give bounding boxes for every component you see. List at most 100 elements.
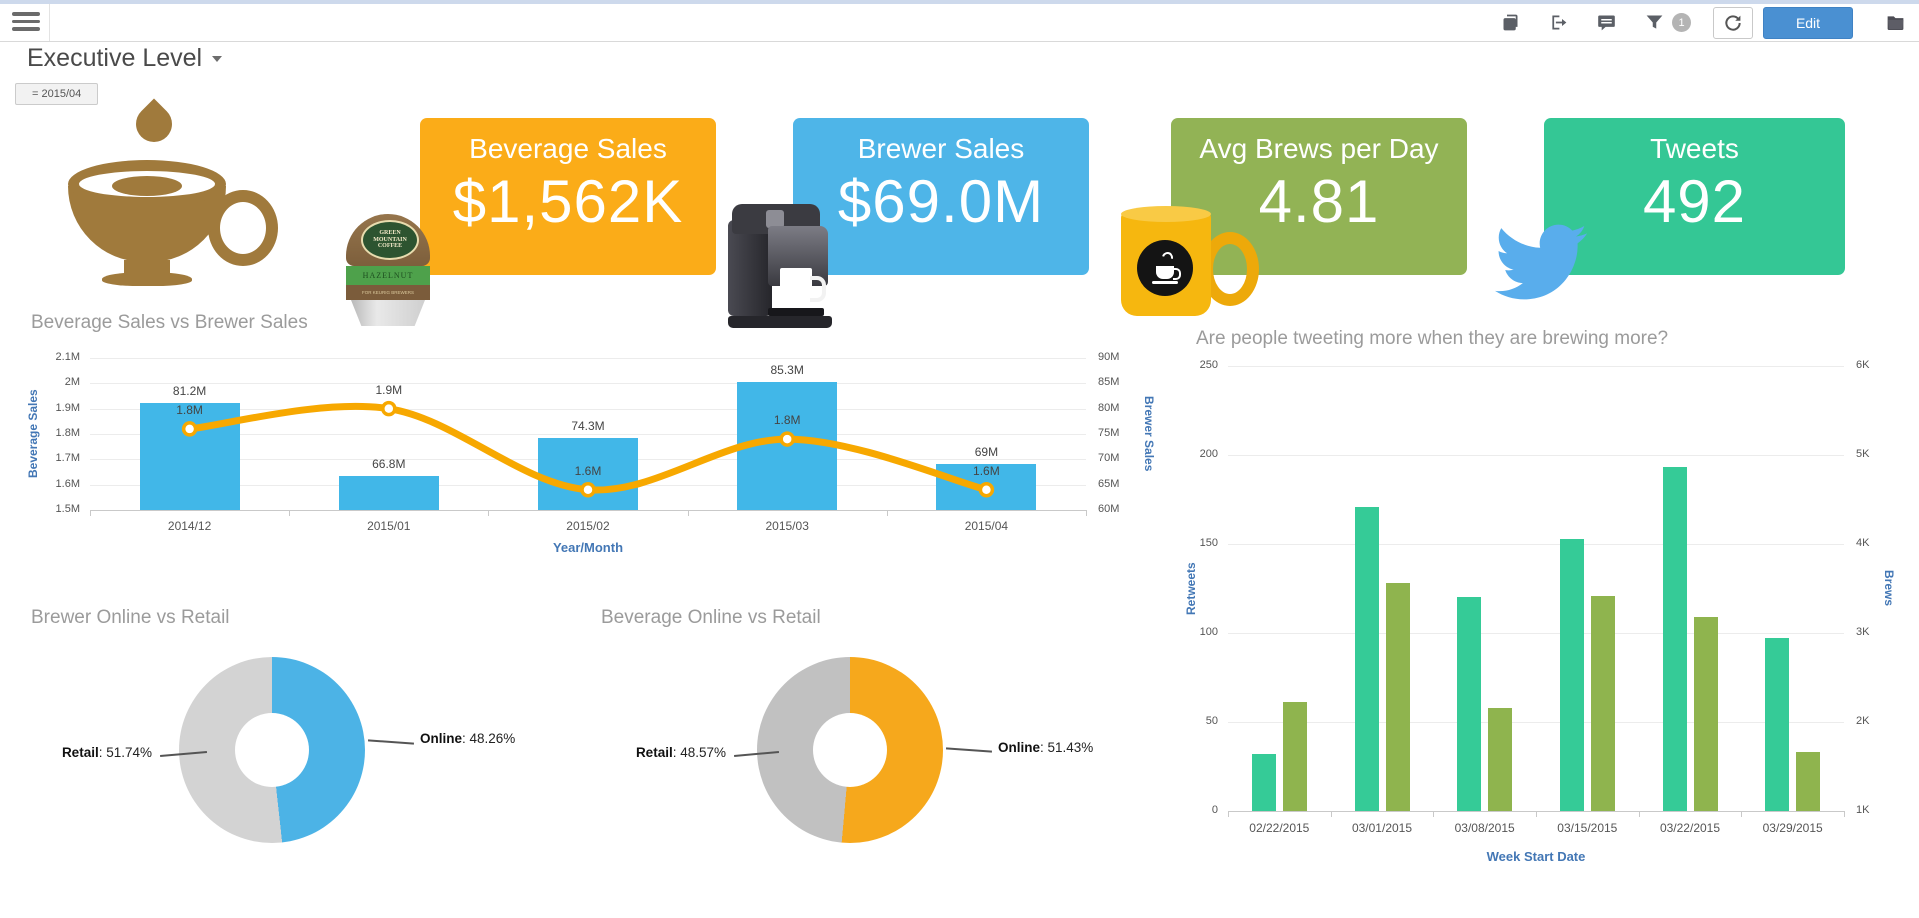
edit-button[interactable]: Edit: [1763, 6, 1853, 39]
x-axis-title: Week Start Date: [1486, 849, 1586, 864]
copy-icon[interactable]: [1498, 11, 1522, 35]
twitter-bird-icon: [1495, 224, 1588, 300]
bar-retweets[interactable]: [1662, 467, 1687, 811]
x-axis-tick: [1536, 811, 1537, 817]
bar-value-label: 74.3M: [571, 418, 605, 433]
bar-brews[interactable]: [1796, 752, 1821, 811]
bar-retweets[interactable]: [1559, 538, 1584, 811]
chart-title: Are people tweeting more when they are b…: [1196, 328, 1669, 349]
export-icon[interactable]: [1546, 11, 1570, 35]
menu-button[interactable]: [12, 12, 42, 32]
bar-brews[interactable]: [1693, 616, 1718, 811]
y-axis-tick-label: 5K: [1856, 448, 1870, 460]
left-axis-title: Retweets: [1184, 562, 1198, 615]
comment-icon[interactable]: [1594, 11, 1618, 35]
y-axis-tick-label: 85M: [1098, 376, 1120, 389]
kpi-label: Beverage Sales: [469, 133, 667, 164]
gridline: [90, 434, 1086, 435]
title-dropdown-caret: [212, 56, 223, 63]
page-title[interactable]: Executive Level: [27, 44, 223, 73]
bar-brewer-sales[interactable]: [338, 475, 439, 510]
x-axis-category-label: 2015/01: [367, 519, 411, 533]
kpi-label: Tweets: [1650, 133, 1739, 164]
y-axis-tick-label: 2.1M: [55, 351, 80, 363]
y-axis-tick-label: 4K: [1856, 537, 1870, 549]
y-axis-tick-label: 200: [1199, 448, 1218, 460]
line-point[interactable]: [779, 431, 795, 447]
x-axis-tick: [488, 510, 490, 516]
x-axis-tick: [289, 510, 291, 516]
topbar-divider: [49, 4, 50, 41]
x-axis-category-label: 03/15/2015: [1557, 821, 1618, 835]
y-axis-tick-label: 60M: [1098, 503, 1120, 515]
filter-icon[interactable]: [1642, 11, 1666, 35]
x-axis-category-label: 03/22/2015: [1659, 821, 1721, 835]
callout-line-online: [946, 747, 992, 753]
y-axis-tick-label: 1.5M: [55, 503, 80, 515]
x-axis-tick: [1228, 811, 1229, 817]
y-axis-tick-label: 150: [1199, 537, 1218, 549]
donut-ring[interactable]: [757, 657, 943, 843]
y-axis-tick-label: 1.7M: [55, 452, 80, 465]
line-point[interactable]: [381, 400, 397, 417]
kpi-value: 492: [1642, 168, 1747, 235]
folder-icon[interactable]: [1883, 11, 1907, 35]
x-axis-category-label: 02/22/2015: [1249, 821, 1310, 835]
y-axis-tick-label: 90M: [1098, 351, 1120, 363]
x-axis-tick: [687, 510, 689, 516]
combo-chart-beverage-vs-brewer: Beverage Sales vs Brewer Sales Beverage …: [0, 310, 1160, 570]
callout-label-retail: Retail: 48.57%: [635, 745, 726, 760]
beverage-sales-line[interactable]: [90, 358, 1086, 510]
kpi-tile-brewer-sales[interactable]: Brewer Sales $69.0M: [793, 118, 1089, 275]
coffee-cup-icon: [60, 98, 278, 321]
kpi-tile-tweets[interactable]: Tweets 492: [1544, 118, 1845, 275]
donut-ring[interactable]: [179, 657, 365, 843]
chart-title: Beverage Sales vs Brewer Sales: [31, 312, 308, 333]
kpi-tile-beverage-sales[interactable]: Beverage Sales $1,562K: [420, 118, 716, 275]
bar-brews[interactable]: [1590, 595, 1615, 811]
x-axis-title: Year/Month: [552, 540, 624, 555]
y-axis-tick-label: 2M: [64, 376, 80, 389]
x-axis-tick: [1086, 510, 1087, 516]
gridline: [90, 383, 1086, 385]
bar-retweets[interactable]: [1765, 638, 1790, 811]
bar-retweets[interactable]: [1251, 754, 1276, 811]
callout-label-retail: Retail: 51.74%: [61, 745, 152, 760]
bar-value-label: 69M: [974, 445, 999, 460]
y-axis-tick-label: 1.8M: [55, 427, 80, 439]
bar-brewer-sales[interactable]: [538, 437, 638, 510]
bar-retweets[interactable]: [1457, 597, 1482, 811]
kpi-label: Brewer Sales: [857, 133, 1025, 164]
kpi-value: $69.0M: [837, 168, 1045, 235]
filter-chip[interactable]: = 2015/04: [15, 83, 99, 105]
y-axis-tick-label: 70M: [1098, 452, 1120, 465]
donut-chart-brewer-online-vs-retail: Brewer Online vs Retail Online: 48.26% Re…: [0, 600, 560, 880]
refresh-button[interactable]: [1713, 6, 1753, 39]
y-axis-tick-label: 80M: [1098, 401, 1120, 414]
line-point[interactable]: [181, 421, 198, 437]
kcup-image: GREEN MOUNTAIN COFFEE HAZELNUT FOR KEURI…: [346, 208, 430, 326]
bar-retweets[interactable]: [1354, 506, 1379, 811]
y-axis-tick-label: 65M: [1098, 477, 1120, 490]
line-point[interactable]: [978, 481, 995, 498]
bar-brews[interactable]: [1488, 707, 1513, 811]
gridline: [90, 358, 1086, 359]
gridline: [1228, 633, 1844, 634]
filter-count-badge: 1: [1672, 13, 1691, 32]
donut-chart-beverage-online-vs-retail: Beverage Online vs Retail Online: 51.43%…: [570, 600, 1130, 880]
bar-value-label: 66.8M: [372, 456, 406, 471]
x-axis-category-label: 2015/02: [566, 519, 610, 533]
bar-brews[interactable]: [1385, 583, 1410, 811]
x-axis-tick: [90, 510, 91, 516]
kpi-value: 4.81: [1258, 168, 1380, 235]
line-value-label: 1.8M: [176, 402, 203, 417]
line-point[interactable]: [580, 481, 596, 498]
y-axis-tick-label: 0: [1211, 804, 1218, 816]
x-axis-tick: [1741, 811, 1743, 817]
right-axis-title: Brewer Sales: [1142, 396, 1156, 472]
bar-brews[interactable]: [1282, 702, 1307, 811]
bar-value-label: 81.2M: [172, 383, 207, 398]
y-axis-tick-label: 2K: [1856, 715, 1870, 727]
line-value-label: 1.6M: [574, 463, 602, 478]
